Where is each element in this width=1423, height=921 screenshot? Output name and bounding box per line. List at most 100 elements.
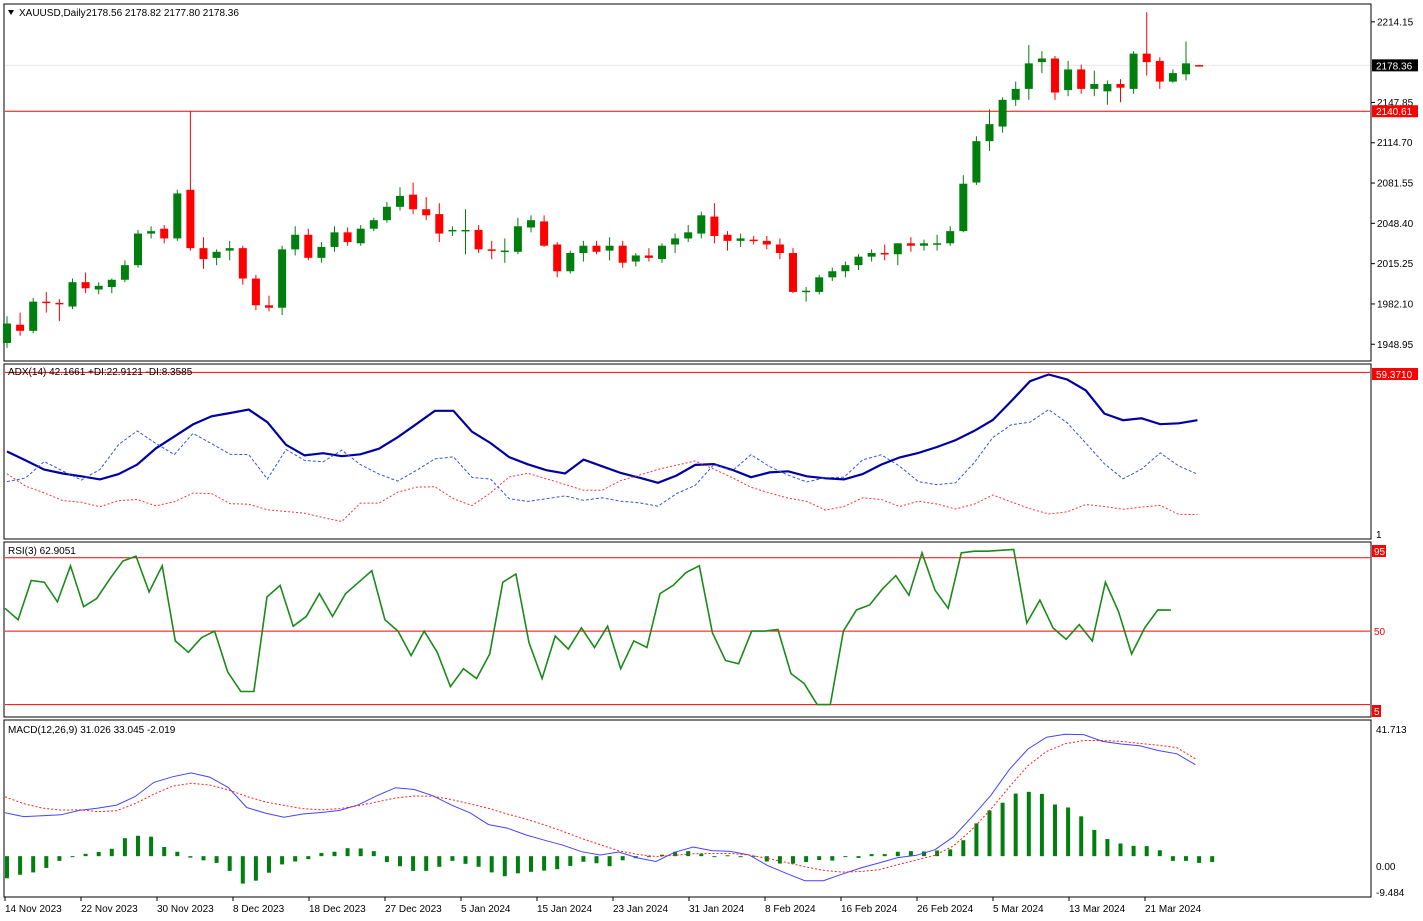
time-axis-label: 15 Jan 2024 [537, 904, 592, 915]
macd-max-label: 41.713 [1376, 725, 1407, 736]
candle-body [369, 220, 378, 229]
macd-line [4, 733, 1196, 882]
macd-histogram-bar [136, 835, 140, 857]
candle-body [815, 277, 824, 292]
candle-body [1142, 53, 1151, 63]
macd-axis: 41.713 0.00 -9.484 [1376, 725, 1407, 899]
candle-body [3, 323, 11, 343]
macd-histogram-bar [895, 851, 900, 857]
macd-histogram-bar [5, 856, 9, 879]
candle-body [199, 248, 208, 260]
candle-body [186, 189, 195, 249]
time-axis-label: 16 Feb 2024 [841, 904, 898, 915]
symbol-menu-chevron-down-icon[interactable] [8, 10, 14, 15]
price-axis-label: 2048.40 [1377, 219, 1414, 230]
candle-body [173, 193, 182, 239]
macd-histogram-bar [725, 855, 730, 857]
macd-histogram-bar [57, 856, 62, 861]
candle-body [553, 244, 562, 272]
candle-body [671, 238, 680, 245]
macd-histogram-bar [162, 847, 167, 857]
time-axis-label: 8 Dec 2023 [233, 904, 285, 915]
macd-histogram-bar [660, 854, 664, 857]
macd-histogram-bar [555, 856, 560, 870]
time-axis-label: 26 Feb 2024 [917, 904, 974, 915]
candle-body [775, 244, 784, 254]
rsi-panel-frame [3, 541, 1372, 718]
macd-min-label: -9.484 [1376, 888, 1405, 899]
candle-body [1129, 53, 1138, 89]
macd-histogram-bar [227, 856, 232, 871]
macd-histogram-bar [398, 856, 402, 867]
macd-histogram-bar [463, 856, 468, 864]
time-axis-label: 31 Jan 2024 [689, 904, 744, 915]
price-axis-label: 1982.10 [1377, 299, 1414, 310]
macd-histogram-bar [371, 851, 376, 857]
macd-histogram-bar [384, 856, 389, 863]
candle-body [736, 238, 745, 241]
price-axis-label: 2147.85 [1377, 98, 1414, 109]
candle-body [749, 239, 758, 242]
candle-body [789, 253, 797, 292]
horizontal-level-label: 2140.61 [1376, 107, 1413, 118]
macd-histogram-bar [476, 856, 481, 867]
macd-histogram-bar [594, 856, 599, 864]
macd-histogram-bar [581, 856, 586, 862]
candle-body [461, 229, 470, 232]
candle-body [291, 234, 300, 250]
macd-histogram-bar [1197, 856, 1202, 863]
time-axis-label: 22 Nov 2023 [81, 904, 138, 915]
candle-body [1116, 84, 1125, 88]
candle-body [592, 245, 601, 252]
candle-body [16, 324, 25, 331]
rsi-lower-label: 5 [1374, 707, 1380, 718]
price-panel-ohlc: 2178.56 2178.82 2177.80 2178.36 [86, 8, 239, 19]
rsi-line [4, 548, 1171, 706]
candle-body [500, 250, 509, 253]
candle-body [854, 256, 863, 266]
time-axis-label: 27 Dec 2023 [385, 904, 442, 915]
candle-body [1064, 69, 1073, 91]
candle-body [1077, 69, 1086, 89]
macd-histogram-bar [607, 856, 612, 867]
macd-histogram-bar [817, 856, 822, 860]
price-panel-frame [3, 3, 1372, 362]
candle-body [1195, 65, 1204, 67]
horizontal-level-badge [1372, 105, 1418, 118]
macd-histogram-bar [542, 856, 547, 871]
macd-histogram-bar [1092, 829, 1097, 857]
macd-histogram-bar [1210, 856, 1215, 863]
macd-histogram-bar [908, 851, 913, 857]
candlestick-series [3, 12, 1204, 348]
macd-histogram-bar [568, 856, 573, 866]
macd-histogram-bar [686, 851, 691, 857]
candle-body [513, 226, 522, 252]
candle-body [1024, 63, 1033, 89]
macd-histogram-bar [1118, 843, 1123, 857]
macd-histogram-bar [122, 838, 127, 857]
candle-body [1051, 58, 1059, 93]
macd-histogram-bar [1131, 845, 1136, 857]
macd-indicator [4, 733, 1215, 884]
macd-histogram-bar [961, 840, 966, 857]
rsi-upper-label: 95 [1374, 547, 1386, 558]
time-axis-label: 18 Dec 2023 [309, 904, 366, 915]
macd-histogram-bar [830, 856, 835, 861]
candle-body [710, 216, 719, 236]
time-axis-label: 23 Jan 2024 [613, 904, 668, 915]
candle-body [762, 240, 771, 245]
macd-histogram-bar [712, 856, 717, 858]
time-axis-label: 5 Jan 2024 [461, 904, 511, 915]
macd-histogram-bar [1105, 839, 1110, 857]
candle-body [278, 249, 287, 308]
macd-histogram-bar [502, 856, 507, 877]
macd-histogram-bar [319, 852, 324, 857]
macd-histogram-bar [1039, 793, 1044, 857]
macd-histogram-bar [738, 856, 743, 858]
macd-histogram-bar [922, 851, 926, 857]
macd-histogram-bar [1170, 856, 1175, 861]
macd-histogram-bar [96, 852, 101, 857]
adx-indicator [5, 371, 1370, 523]
